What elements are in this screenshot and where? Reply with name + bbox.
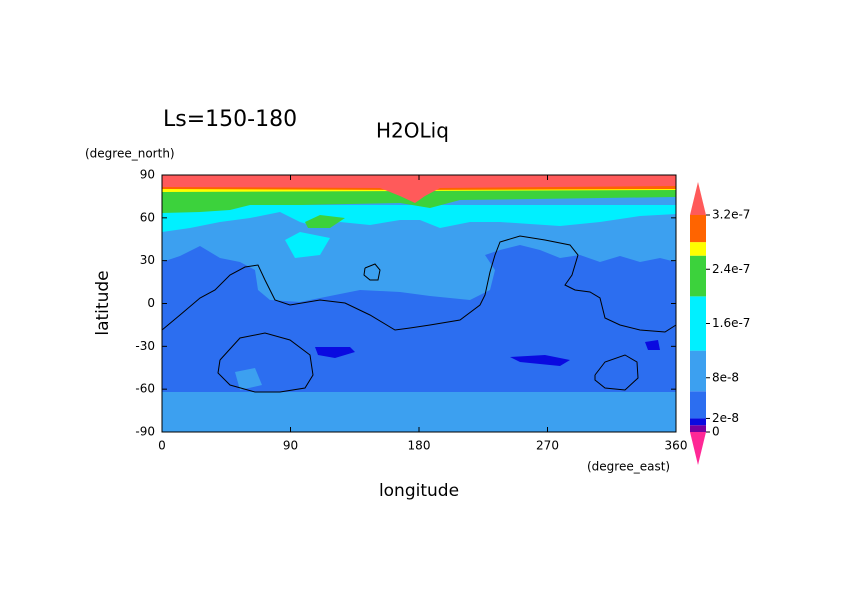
colorbar-tick-label: 3.2e-7 <box>712 208 750 222</box>
colorbar-band <box>690 255 706 297</box>
y-tick-label: -30 <box>135 339 155 353</box>
x-tick-label: 270 <box>536 439 559 453</box>
x-tick-label: 0 <box>158 439 166 453</box>
colorbar-tick-label: 2.4e-7 <box>712 262 750 276</box>
colorbar-tick-label: 2e-8 <box>712 411 739 425</box>
contour-region <box>162 175 676 203</box>
coastlines <box>161 235 677 393</box>
contour-region <box>162 205 676 232</box>
contour-region <box>235 368 262 390</box>
colorbar-band <box>690 425 706 432</box>
colorbar-under <box>690 432 706 465</box>
x-axis-label: longitude <box>379 481 459 501</box>
coastline <box>217 332 314 393</box>
coastline <box>594 354 639 391</box>
y-tick-label: 0 <box>147 296 155 310</box>
coastline <box>363 263 381 281</box>
chart-title: H2OLiq <box>376 119 449 143</box>
y-unit: (degree_north) <box>85 147 175 161</box>
y-tick-label: -90 <box>135 425 155 439</box>
colorbar-band <box>690 242 706 256</box>
x-tick-label: 90 <box>283 439 298 453</box>
colorbar-band <box>690 350 706 392</box>
contour-region <box>645 340 660 350</box>
colorbar-band <box>690 418 706 426</box>
y-tick-label: -60 <box>135 382 155 396</box>
colorbar-tick-label: 1.6e-7 <box>712 316 750 330</box>
coastline <box>161 235 677 333</box>
x-tick-label: 360 <box>665 439 688 453</box>
colorbar-band <box>690 296 706 351</box>
y-axis-label: latitude <box>93 270 113 335</box>
colorbar-band <box>690 215 706 243</box>
contour-region <box>162 190 676 213</box>
contour-region <box>510 355 570 366</box>
contour-region <box>305 215 345 228</box>
contour-region <box>162 245 676 392</box>
contour-region <box>315 347 355 358</box>
annotation: Ls=150-180 <box>163 107 297 132</box>
contour-region <box>285 232 330 258</box>
map-fill <box>162 175 676 432</box>
colorbar-tick-label: 0 <box>712 425 720 439</box>
y-tick-label: 60 <box>140 210 155 224</box>
y-tick-label: 30 <box>140 253 155 267</box>
y-tick-label: 90 <box>140 168 155 182</box>
x-unit: (degree_east) <box>587 460 670 474</box>
colorbar-band <box>690 391 706 419</box>
colorbar-tick-label: 8e-8 <box>712 370 739 384</box>
colorbar-over <box>690 182 706 215</box>
x-tick-label: 180 <box>408 439 431 453</box>
